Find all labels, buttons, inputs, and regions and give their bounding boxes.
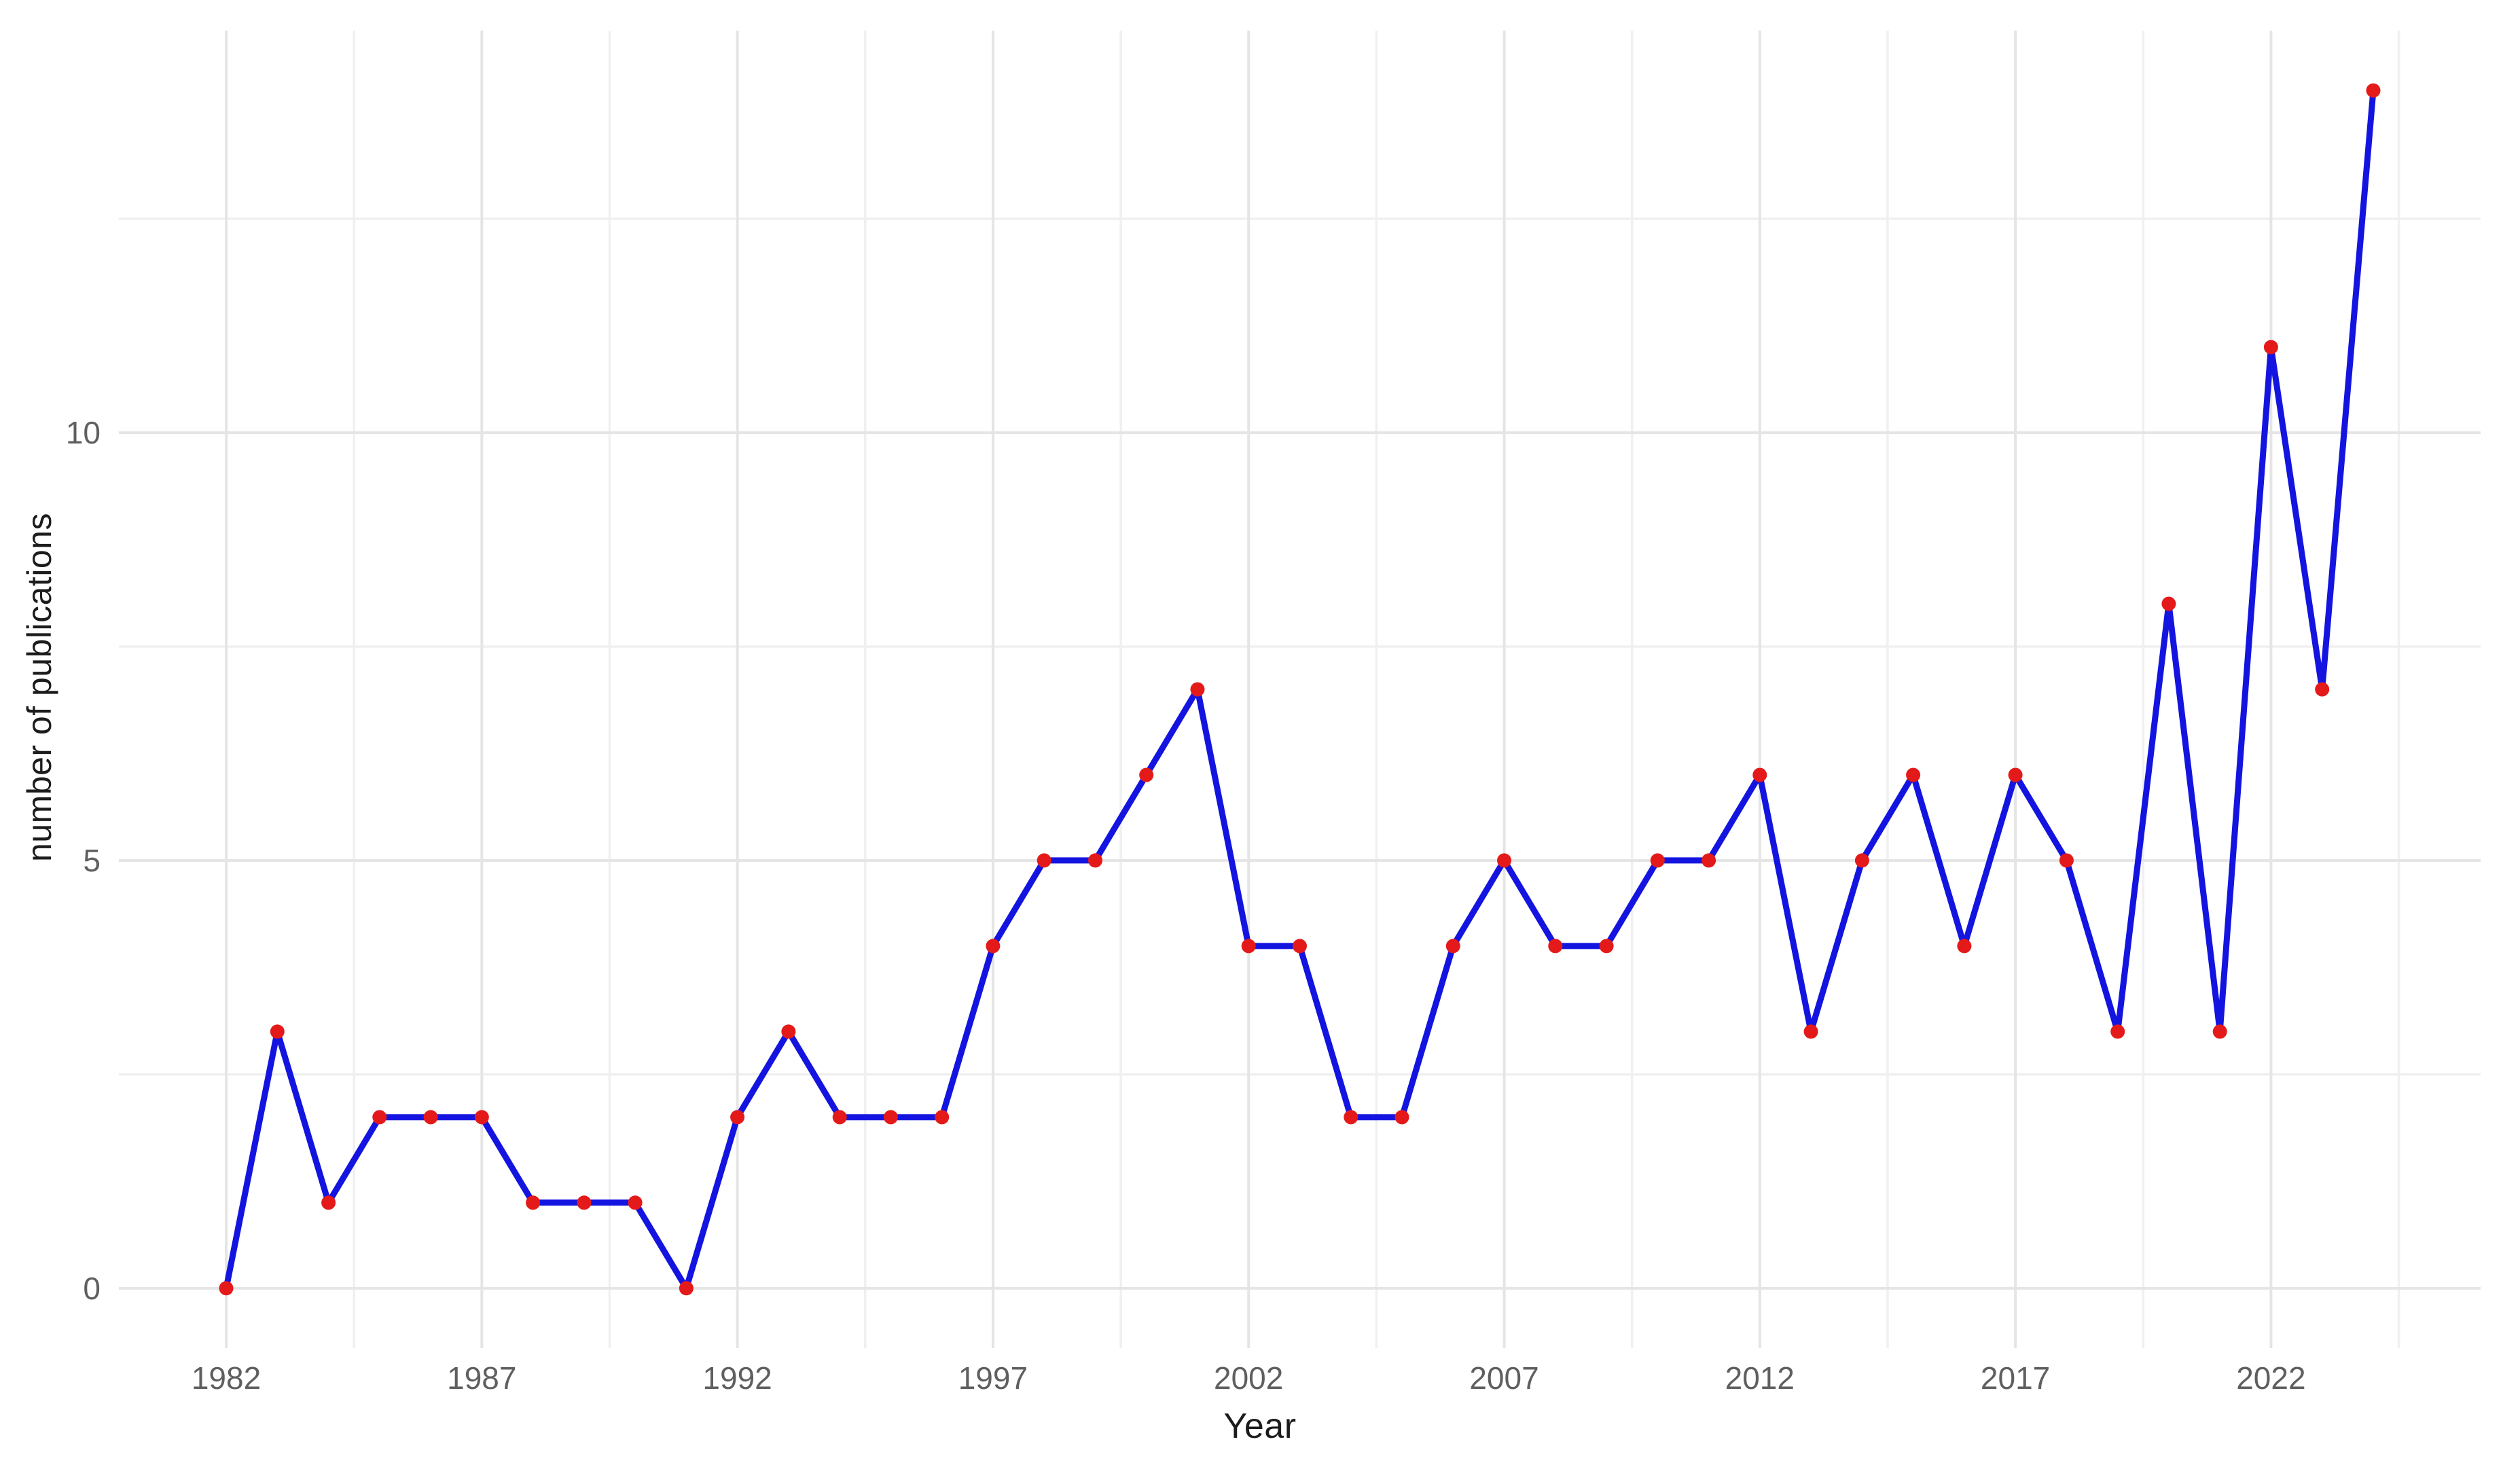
data-point-2017 [2008,767,2023,782]
data-point-2012 [1752,767,1767,782]
data-point-1985 [372,1110,387,1125]
data-point-2000 [1139,767,1154,782]
data-point-2018 [2059,853,2074,868]
x-tick-label-2017: 2017 [1981,1360,2050,1396]
data-point-1998 [1037,853,1051,868]
data-point-2014 [1854,853,1869,868]
data-point-2021 [2212,1024,2227,1039]
data-point-1993 [781,1024,796,1039]
data-point-1992 [730,1110,745,1125]
data-point-2009 [1599,939,1614,954]
data-point-1986 [423,1110,438,1125]
data-point-2008 [1548,939,1563,954]
y-tick-label-10: 10 [66,415,101,450]
data-point-2010 [1650,853,1665,868]
data-point-2006 [1445,939,1460,954]
publications-line [223,87,2377,1292]
data-point-2011 [1702,853,1716,868]
x-tick-label-2002: 2002 [1214,1360,1283,1396]
x-tick-label-1987: 1987 [447,1360,516,1396]
data-point-2001 [1190,682,1205,697]
x-tick-label-1997: 1997 [958,1360,1028,1396]
data-point-2013 [1803,1024,1818,1039]
x-tick-label-2012: 2012 [1725,1360,1795,1396]
y-tick-label-5: 5 [83,843,101,878]
data-point-1982 [219,1281,234,1296]
x-tick-label-1982: 1982 [192,1360,261,1396]
data-point-1987 [474,1110,489,1125]
data-point-2004 [1344,1110,1358,1125]
data-point-2016 [1957,939,1972,954]
y-axis-title: number of publications [20,512,58,863]
data-point-1995 [883,1110,898,1125]
x-tick-label-2007: 2007 [1469,1360,1538,1396]
data-point-2003 [1293,939,1307,954]
data-point-1994 [832,1110,847,1125]
data-point-2022 [2263,340,2278,355]
data-point-1991 [679,1281,694,1296]
data-point-1990 [628,1195,643,1210]
data-point-2019 [2110,1024,2125,1039]
data-point-2015 [1906,767,1921,782]
data-point-1999 [1088,853,1102,868]
x-tick-label-1992: 1992 [702,1360,772,1396]
data-point-1997 [986,939,1001,954]
data-point-2002 [1241,939,1256,954]
data-point-1984 [321,1195,336,1210]
data-point-1989 [577,1195,592,1210]
data-point-2020 [2161,596,2176,611]
y-tick-label-0: 0 [83,1271,101,1306]
data-point-1996 [935,1110,950,1125]
data-point-2024 [2366,83,2381,98]
data-point-2005 [1394,1110,1409,1125]
data-point-2007 [1497,853,1511,868]
data-point-1983 [270,1024,285,1039]
data-point-2023 [2315,682,2330,697]
x-axis-title: Year [1223,1407,1297,1446]
x-tick-label-2022: 2022 [2236,1360,2305,1396]
data-point-1988 [526,1195,541,1210]
